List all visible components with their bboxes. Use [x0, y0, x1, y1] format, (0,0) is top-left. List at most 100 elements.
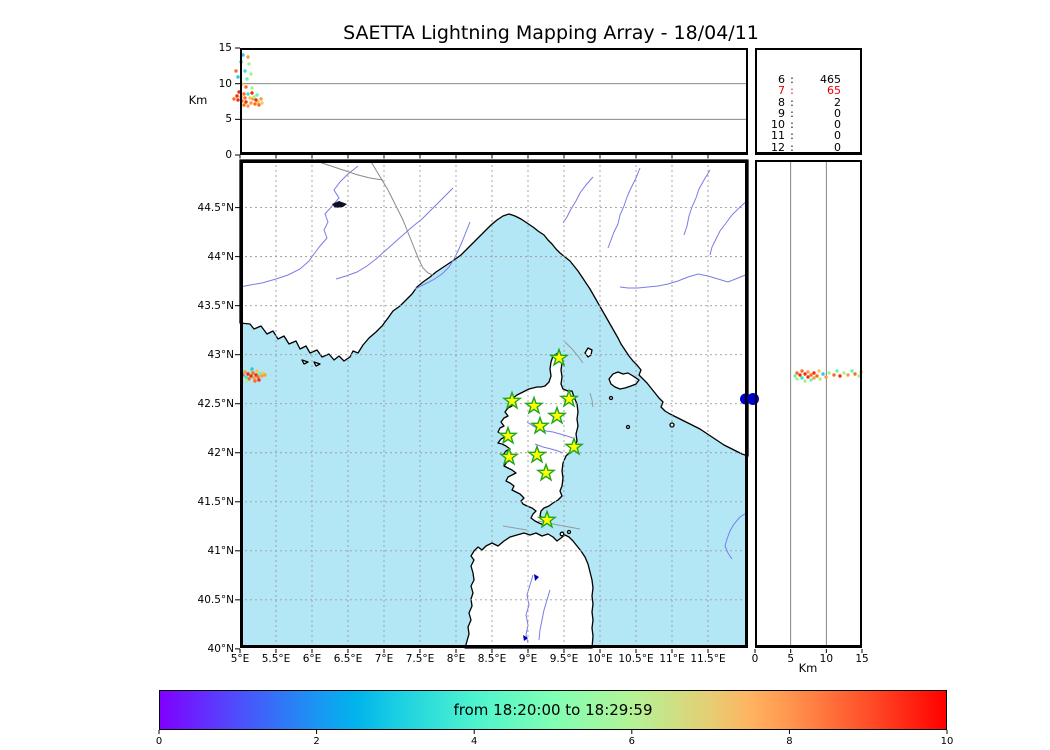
colorbar-tick-label: 8 [786, 736, 793, 747]
lightning-source-dot [249, 374, 253, 378]
islet-pianosa [608, 395, 614, 401]
station-count-value: 0 [834, 140, 841, 154]
station-star-icon [536, 509, 558, 529]
lightning-source-dot [246, 55, 250, 59]
alt-tick-label: 0 [225, 149, 232, 161]
maritime-line [589, 392, 594, 408]
alt-tick-label: 5 [225, 113, 232, 126]
lightning-source-dot [803, 379, 807, 383]
lightning-source-dot [835, 369, 839, 373]
alt-tick-label-right: 0 [751, 653, 759, 665]
station-star-icon [498, 446, 520, 466]
lightning-source-dot [255, 93, 259, 97]
station-count-row: 6: 465 [763, 73, 860, 86]
lightning-source-dot [232, 97, 236, 101]
lightning-source-dot [821, 372, 825, 376]
lightning-source-dot [803, 372, 807, 376]
lightning-source-dot [246, 92, 250, 96]
lightning-source-dot [241, 53, 245, 57]
border-line [369, 159, 434, 276]
lightning-sources-top [232, 53, 264, 108]
lightning-source-dot [806, 370, 810, 374]
station-star-icon [535, 462, 557, 482]
alt-tick-label: 10 [218, 77, 232, 90]
river-golo [526, 421, 574, 439]
time-colorbar: from 18:20:00 to 18:29:59 [159, 690, 947, 730]
station-count-panel: 6: 465 7: 65 8: 2 9: 0 10: 0 11: 0 12: 0 [755, 48, 862, 155]
islet-if [313, 361, 321, 367]
lightning-source-dot [832, 373, 836, 377]
lat-tick-label: 40.5°N [197, 593, 234, 606]
time-window-label: from 18:20:00 to 18:29:59 [453, 701, 653, 719]
lightning-source-dot [795, 371, 799, 375]
station-star-icon [501, 390, 523, 410]
islet-montecristo [625, 424, 631, 430]
lightning-source-dot [243, 69, 247, 73]
lightning-source-dot [800, 369, 804, 373]
lon-tick-label: 8.5°E [477, 653, 507, 665]
station-count-row: 11: 0 [763, 129, 860, 143]
lightning-source-dot [809, 378, 813, 382]
colon: : [790, 140, 794, 154]
lightning-source-dot [248, 96, 252, 100]
station-count-value: 0 [834, 129, 841, 143]
station-count-label: 8 [778, 95, 785, 109]
river-tavignano [534, 443, 564, 454]
lightning-source-dot [260, 374, 264, 378]
lma-stations [497, 347, 585, 529]
river [709, 199, 749, 256]
station-star-icon [526, 444, 548, 464]
station-count-label: 9 [778, 106, 785, 120]
lat-tick-label: 43°N [207, 348, 234, 361]
station-star-icon [523, 395, 545, 415]
colon: : [790, 73, 794, 86]
lon-tick-label: 9.5°E [549, 653, 579, 665]
lon-tick-label: 11°E [659, 653, 685, 665]
river-sardinia [525, 574, 534, 644]
page-title: SAETTA Lightning Mapping Array - 18/04/1… [343, 22, 759, 44]
lightning-source-dot [800, 376, 804, 380]
station-star-icon [558, 388, 580, 408]
lightning-source-dot [254, 98, 258, 102]
colon: : [790, 106, 794, 120]
lightning-source-dot [236, 98, 240, 102]
lightning-source-dot [234, 69, 238, 73]
lightning-source-dot [809, 373, 813, 377]
river [683, 169, 711, 236]
lightning-source-dot [244, 375, 248, 379]
lightning-source-dot [257, 378, 261, 382]
panel-altitude-vs-longitude [232, 48, 748, 155]
panel-altitude-vs-latitude [747, 160, 863, 648]
lightning-source-dot [236, 75, 240, 79]
maritime-line [564, 341, 584, 364]
lightning-source-dot [243, 96, 247, 100]
lightning-source-dot [817, 369, 821, 373]
lightning-source-dot [259, 97, 263, 101]
lon-tick-label: 8°E [446, 653, 466, 665]
lightning-source-dot [246, 372, 250, 376]
river [607, 167, 641, 249]
lightning-source-dot [250, 86, 254, 90]
station-count-label: 10 [771, 118, 785, 132]
lightning-source-dot [244, 85, 248, 89]
river [239, 165, 359, 288]
lat-tick-label: 44.5°N [197, 201, 234, 214]
altitude-axis-label-left: Km [188, 93, 208, 107]
coastline-sardinia [464, 532, 594, 649]
river-arno [619, 273, 749, 289]
lightning-source-dot [818, 377, 822, 381]
panel-map [239, 159, 751, 649]
station-count-value: 0 [834, 118, 841, 132]
lon-tick-label: 11.5°E [690, 653, 726, 665]
colorbar-tick-label: 2 [313, 736, 320, 747]
lightning-source-dot [242, 92, 246, 96]
station-star-icon [563, 436, 585, 456]
lightning-source-dot [793, 374, 797, 378]
station-count-row: 8: 2 [763, 95, 860, 109]
lightning-source-dot [827, 371, 831, 375]
lightning-source-dot [243, 370, 247, 374]
lightning-source-dot [245, 77, 249, 81]
station-count-label: 11 [771, 129, 785, 143]
river [335, 187, 454, 280]
lake-serre-poncon [332, 201, 347, 208]
